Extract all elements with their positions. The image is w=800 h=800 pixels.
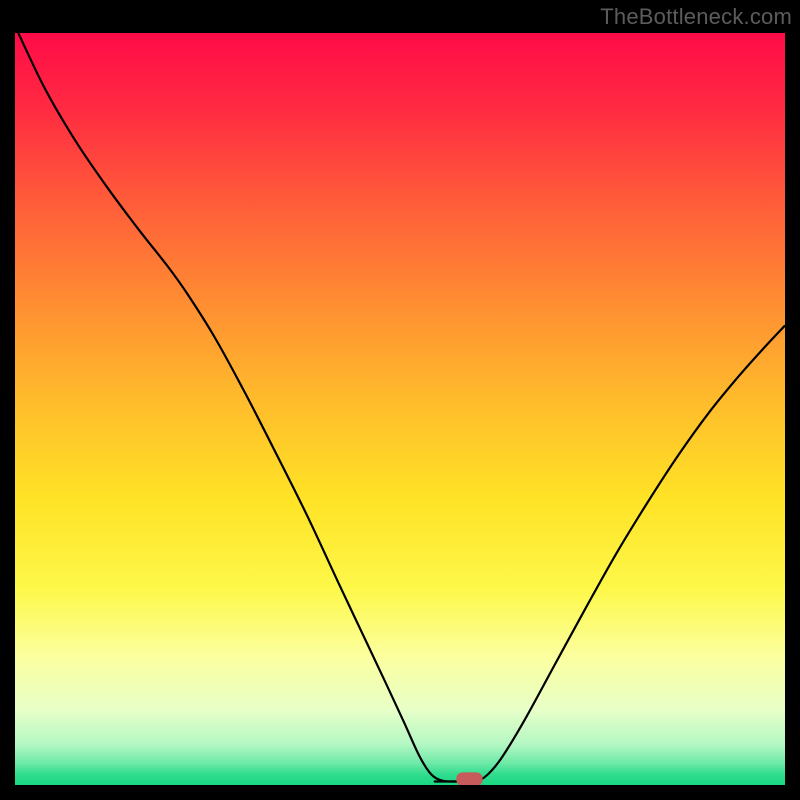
chart-frame: TheBottleneck.com xyxy=(0,0,800,800)
bottleneck-curve-plot xyxy=(0,0,800,800)
gradient-background xyxy=(14,32,786,786)
optimal-point-marker xyxy=(456,772,482,786)
watermark-text: TheBottleneck.com xyxy=(600,4,792,30)
